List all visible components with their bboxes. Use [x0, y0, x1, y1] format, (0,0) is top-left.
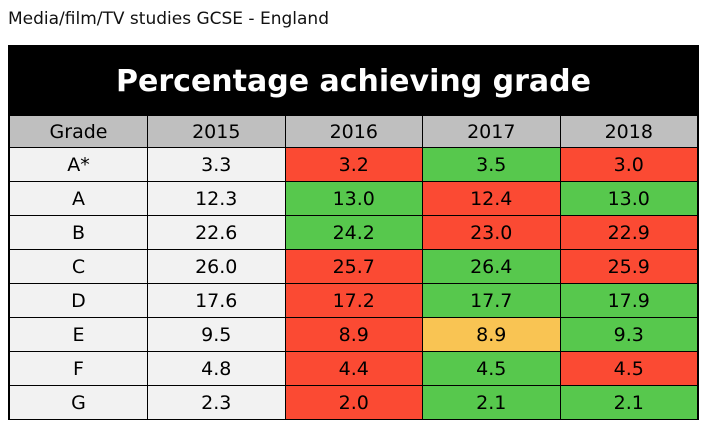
- value-cell: 25.9: [559, 249, 698, 284]
- value-cell: 3.3: [147, 147, 286, 182]
- grade-cell: E: [9, 317, 148, 352]
- value-cell: 25.7: [284, 249, 423, 284]
- value-cell: 13.0: [559, 181, 698, 216]
- value-cell: 4.4: [284, 351, 423, 386]
- page-caption: Media/film/TV studies GCSE - England: [8, 9, 329, 29]
- value-cell: 26.0: [147, 249, 286, 284]
- grade-cell: B: [9, 215, 148, 250]
- table-row: B 22.6 24.2 23.0 22.9: [9, 215, 698, 250]
- value-cell: 8.9: [284, 317, 423, 352]
- column-header: 2015: [147, 115, 286, 148]
- grade-cell: A: [9, 181, 148, 216]
- value-cell: 2.0: [284, 385, 423, 420]
- value-cell: 2.3: [147, 385, 286, 420]
- table-row: G 2.3 2.0 2.1 2.1: [9, 385, 698, 420]
- value-cell: 12.4: [422, 181, 561, 216]
- value-cell: 24.2: [284, 215, 423, 250]
- grade-cell: F: [9, 351, 148, 386]
- table-body: A* 3.3 3.2 3.5 3.0 A 12.3 13.0 12.4 13.0 B 22.6 24.2…: [9, 147, 698, 420]
- table-row: C 26.0 25.7 26.4 25.9: [9, 249, 698, 284]
- header-row: Grade 2015 2016 2017 2018: [9, 115, 698, 148]
- value-cell: 12.3: [147, 181, 286, 216]
- value-cell: 2.1: [559, 385, 698, 420]
- table-row: D 17.6 17.2 17.7 17.9: [9, 283, 698, 318]
- value-cell: 4.8: [147, 351, 286, 386]
- table-row: F 4.8 4.4 4.5 4.5: [9, 351, 698, 386]
- value-cell: 3.2: [284, 147, 423, 182]
- value-cell: 2.1: [422, 385, 561, 420]
- value-cell: 26.4: [422, 249, 561, 284]
- grade-cell: D: [9, 283, 148, 318]
- grade-cell: A*: [9, 147, 148, 182]
- table-row: E 9.5 8.9 8.9 9.3: [9, 317, 698, 352]
- column-header: Grade: [9, 115, 148, 148]
- value-cell: 4.5: [422, 351, 561, 386]
- column-header: 2017: [422, 115, 561, 148]
- column-header: 2018: [559, 115, 698, 148]
- grade-table-frame: Percentage achieving grade Grade 2015 20…: [8, 45, 699, 420]
- value-cell: 3.5: [422, 147, 561, 182]
- grade-cell: C: [9, 249, 148, 284]
- value-cell: 17.2: [284, 283, 423, 318]
- table-row: A* 3.3 3.2 3.5 3.0: [9, 147, 698, 182]
- value-cell: 8.9: [422, 317, 561, 352]
- value-cell: 23.0: [422, 215, 561, 250]
- value-cell: 4.5: [559, 351, 698, 386]
- value-cell: 17.9: [559, 283, 698, 318]
- value-cell: 9.5: [147, 317, 286, 352]
- value-cell: 22.6: [147, 215, 286, 250]
- value-cell: 22.9: [559, 215, 698, 250]
- table-row: A 12.3 13.0 12.4 13.0: [9, 181, 698, 216]
- column-header: 2016: [284, 115, 423, 148]
- table-title: Percentage achieving grade: [9, 46, 698, 116]
- value-cell: 9.3: [559, 317, 698, 352]
- value-cell: 17.6: [147, 283, 286, 318]
- grade-cell: G: [9, 385, 148, 420]
- value-cell: 17.7: [422, 283, 561, 318]
- grade-table: Percentage achieving grade Grade 2015 20…: [9, 46, 698, 420]
- value-cell: 13.0: [284, 181, 423, 216]
- value-cell: 3.0: [559, 147, 698, 182]
